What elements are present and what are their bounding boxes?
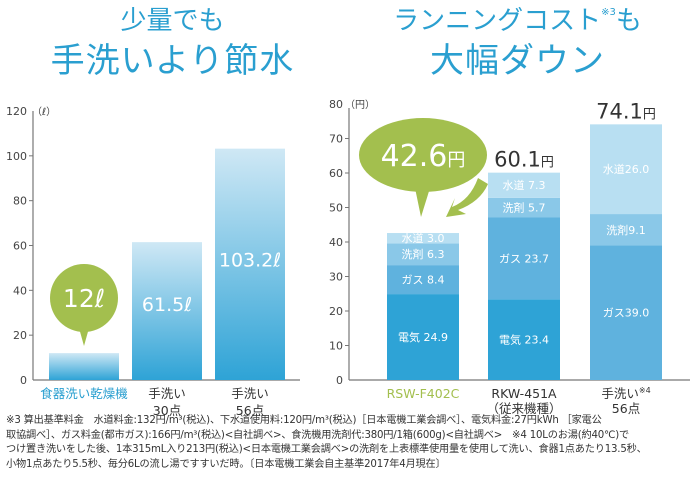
callout-text: 12ℓ xyxy=(63,284,105,313)
bar-segment-洗剤 xyxy=(488,197,560,218)
x-category-label: 食器洗い乾燥機 xyxy=(40,386,128,401)
right-title-footnote-mark: ※3 xyxy=(601,7,616,18)
bar-segment-電気 xyxy=(488,299,560,380)
bar-total-label: 60.1円 xyxy=(494,148,554,172)
bar-value-label: 103.2ℓ xyxy=(219,250,281,272)
bar-2 xyxy=(215,148,285,380)
left-title-line2: 手洗いより節水 xyxy=(50,41,295,81)
y-tick-label: 0 xyxy=(20,374,27,387)
y-tick-label: 50 xyxy=(329,202,343,215)
segment-label: 水道 7.3 xyxy=(503,178,546,192)
x-category-label: 56点 xyxy=(236,403,264,418)
y-unit-label: （ℓ） xyxy=(32,106,56,118)
y-unit-label: （円） xyxy=(345,99,375,111)
y-tick-label: 100 xyxy=(6,150,27,163)
segment-label: 水道26.0 xyxy=(603,162,650,176)
x-category-label: （従来機種） xyxy=(486,401,561,416)
y-tick-label: 20 xyxy=(13,329,27,342)
bar-0 xyxy=(49,353,119,380)
bar-segment-水道 xyxy=(387,233,459,244)
callout-text: 42.6円 xyxy=(381,139,466,174)
bar-total-label: 74.1円 xyxy=(596,99,656,123)
y-tick-label: 0 xyxy=(336,374,343,387)
segment-label: 水道 3.0 xyxy=(402,231,445,245)
segment-label: 洗剤 5.7 xyxy=(503,201,546,215)
callout-pointer xyxy=(79,328,89,346)
segment-label: 洗剤9.1 xyxy=(606,223,646,237)
y-tick-label: 30 xyxy=(329,271,343,284)
bar-segment-ガス xyxy=(590,245,662,380)
segment-label: 電気 23.4 xyxy=(499,333,549,347)
x-category-label: 30点 xyxy=(153,403,181,418)
segment-label: ガス 23.7 xyxy=(499,252,549,265)
bar-segment-洗剤 xyxy=(387,243,459,266)
water-usage-chart: 0 20 40 60 80 100 120 （ℓ） 食器洗い乾燥機 61.5ℓ 手洗い 30点 103.… xyxy=(6,105,300,418)
right-title-line2: 大幅ダウン xyxy=(430,41,605,81)
x-category-label: 手洗い※4 xyxy=(601,386,650,401)
bar-segment-ガス xyxy=(387,265,459,295)
running-cost-chart: 0 10 20 30 40 50 60 70 80 （円） 電気 24.9 電気 23.4 ガス 8.4… xyxy=(329,98,690,416)
footnote: ※3 算出基準料金 水道料金:132円/m³(税込)、下水道使用料:120円/m… xyxy=(6,415,647,470)
right-title-text-end: も xyxy=(615,6,642,36)
x-category-label: 手洗い xyxy=(148,386,186,401)
y-tick-label: 120 xyxy=(6,105,27,118)
bar-segment-ガス xyxy=(488,217,560,300)
segment-label: 洗剤 6.3 xyxy=(402,247,445,261)
x-category-label: RSW-F402C xyxy=(387,386,460,401)
y-tick-label: 80 xyxy=(13,195,27,208)
y-tick-label: 60 xyxy=(13,240,27,253)
bar-segment-水道 xyxy=(488,172,560,198)
callout-bubble xyxy=(359,118,487,192)
y-tick-label: 40 xyxy=(329,236,343,249)
segment-label: 電気 24.9 xyxy=(398,330,448,344)
x-category-label: 56点 xyxy=(612,401,640,416)
x-category-label: 手洗い xyxy=(231,386,269,401)
right-title-text: ランニングコスト xyxy=(393,6,602,36)
callout-pointer xyxy=(415,188,430,217)
bar-value-label: 61.5ℓ xyxy=(142,294,192,316)
y-tick-label: 40 xyxy=(13,284,27,297)
y-tick-label: 80 xyxy=(329,98,343,111)
bar-segment-水道 xyxy=(590,124,662,215)
x-category-label: RKW-451A xyxy=(491,386,557,401)
segment-label: ガス39.0 xyxy=(603,307,650,320)
bar-segment-洗剤 xyxy=(590,214,662,246)
callout-arrow-icon xyxy=(446,178,488,217)
segment-label: ガス 8.4 xyxy=(402,274,445,287)
bar-segment-電気 xyxy=(387,294,459,380)
y-tick-label: 10 xyxy=(329,340,343,353)
callout-bubble xyxy=(50,264,118,332)
y-tick-label: 60 xyxy=(329,167,343,180)
bar-1 xyxy=(132,242,202,380)
left-title-line1: 少量でも xyxy=(120,6,225,36)
right-title-line1: ランニングコスト※3も xyxy=(345,6,690,36)
y-tick-label: 70 xyxy=(329,133,343,146)
y-tick-label: 20 xyxy=(329,305,343,318)
